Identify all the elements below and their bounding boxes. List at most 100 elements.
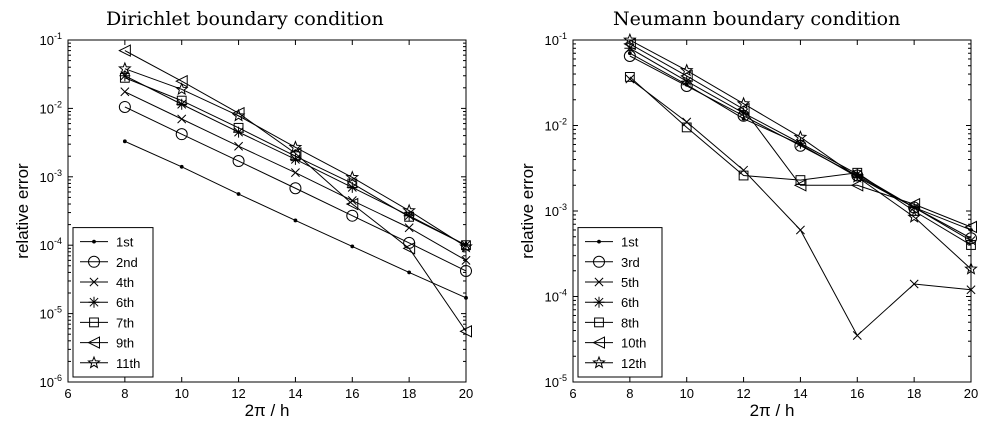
plot-area [67, 39, 467, 383]
legend-label: 11th [116, 356, 140, 371]
data-point [288, 140, 303, 154]
legend-marker [592, 336, 605, 349]
series-line [124, 50, 467, 332]
x-tick-label: 10 [174, 386, 188, 401]
data-point [234, 141, 244, 151]
legend-label: 8th [621, 315, 639, 330]
x-tick-label: 10 [679, 386, 693, 401]
x-axis-label: 2π / h [245, 401, 290, 420]
legend-marker [594, 277, 604, 287]
legend-marker [87, 336, 100, 349]
data-point [623, 37, 636, 51]
data-point [851, 168, 863, 180]
legend-label: 6th [116, 295, 134, 310]
data-point [402, 242, 416, 255]
data-point [119, 70, 131, 82]
data-point [407, 270, 412, 275]
data-point [119, 72, 130, 83]
x-tick-label: 18 [402, 386, 416, 401]
legend-label: 4th [116, 275, 134, 290]
data-point [404, 223, 414, 233]
y-tick-label: 10-5 [545, 373, 567, 390]
series-8th [624, 72, 976, 250]
series-9th [118, 44, 472, 338]
series-line [629, 76, 972, 246]
x-tick-label: 16 [850, 386, 864, 401]
series-line [124, 68, 467, 248]
y-tick-label: 10-4 [545, 288, 567, 305]
data-point [966, 285, 976, 295]
legend-marker [594, 317, 604, 328]
series-line [629, 43, 972, 228]
series-6th [624, 42, 977, 247]
data-point [402, 203, 416, 217]
data-point [290, 168, 300, 178]
data-point [288, 147, 302, 160]
data-point [177, 114, 187, 124]
data-point [290, 151, 301, 162]
y-axis-label: relative error [13, 163, 32, 259]
x-tick-label: 6 [64, 386, 71, 401]
y-tick-label: 10-4 [40, 236, 62, 253]
data-point [679, 63, 694, 77]
data-point [176, 98, 188, 110]
data-point [964, 261, 978, 275]
x-tick-label: 6 [569, 386, 576, 401]
x-tick-label: 8 [121, 386, 128, 401]
data-point [795, 225, 805, 235]
x-tick-label: 8 [626, 386, 633, 401]
data-point [907, 209, 921, 223]
series-4th [120, 87, 471, 265]
x-tick-label: 14 [288, 386, 302, 401]
data-point [907, 197, 921, 211]
data-point [459, 325, 472, 338]
legend-marker [88, 296, 100, 308]
data-point [909, 279, 919, 289]
legend-label: 10th [621, 336, 646, 351]
data-point [118, 61, 132, 75]
data-point [174, 82, 189, 96]
y-tick-label: 10-3 [545, 202, 567, 219]
y-tick-label: 10-3 [40, 168, 62, 185]
data-point [624, 42, 636, 54]
data-point [738, 107, 750, 119]
data-point [404, 211, 415, 222]
data-point [233, 122, 244, 133]
data-point [347, 178, 358, 189]
data-point [118, 100, 131, 113]
legend-label: 2nd [116, 255, 138, 270]
legend-marker [89, 317, 99, 328]
series-11th [118, 61, 473, 253]
y-tick-label: 10-1 [545, 31, 567, 48]
legend-marker [593, 296, 605, 308]
data-point [459, 239, 473, 253]
data-point [289, 153, 301, 165]
legend-label: 1st [116, 235, 134, 250]
legend-marker [592, 355, 606, 369]
series-line [124, 106, 467, 272]
data-point [623, 32, 637, 46]
series-1st [122, 139, 468, 300]
data-point [293, 218, 298, 223]
x-tick-label: 12 [231, 386, 245, 401]
data-point [346, 209, 359, 222]
data-point [852, 331, 862, 340]
legend-marker [88, 255, 100, 268]
legend-label: 12th [621, 356, 646, 371]
data-point [850, 169, 865, 183]
legend-label: 1st [621, 235, 639, 250]
y-tick-label: 10-6 [40, 373, 62, 390]
data-point [345, 170, 360, 184]
x-axis-label: 2π / h [750, 401, 795, 420]
data-point [345, 197, 359, 211]
legend-label: 6th [621, 295, 639, 310]
data-point [964, 220, 977, 234]
chart-neumann: 6 8 10 12 14 16 18 20 10-5 10-4 10-3 10-2 10-1 2π / h… [518, 31, 978, 420]
data-point [118, 44, 131, 57]
data-point [289, 182, 302, 195]
data-point [179, 164, 184, 169]
data-point [793, 130, 808, 143]
x-tick-label: 18 [907, 386, 921, 401]
legend-marker [89, 277, 99, 287]
